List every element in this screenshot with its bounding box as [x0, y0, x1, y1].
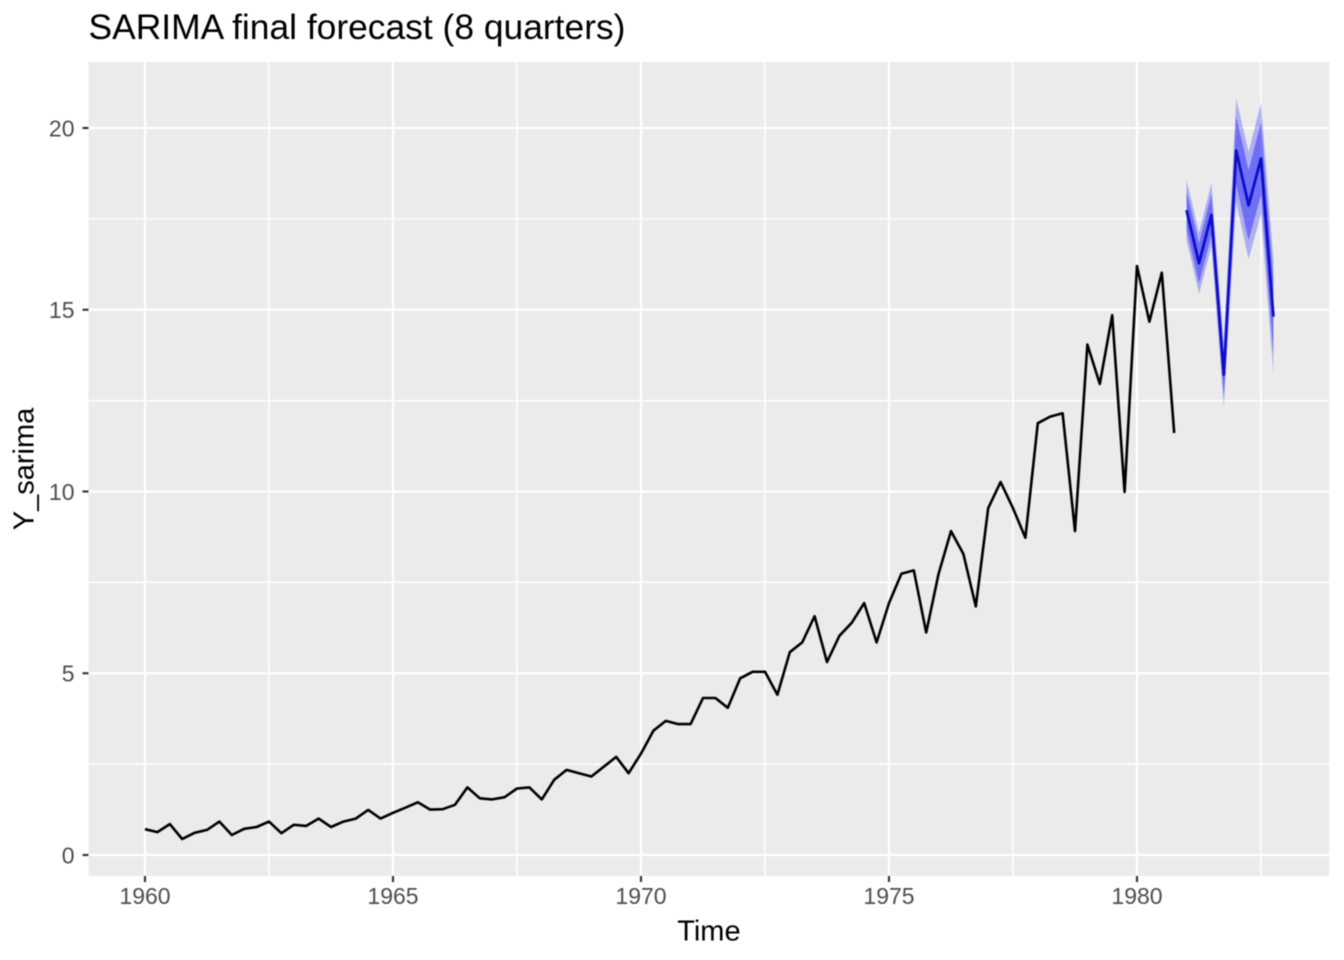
- svg-text:5: 5: [62, 661, 75, 687]
- svg-text:20: 20: [49, 115, 75, 141]
- svg-text:1960: 1960: [119, 883, 170, 909]
- svg-text:Time: Time: [677, 916, 740, 948]
- svg-text:1980: 1980: [1111, 883, 1162, 909]
- svg-text:1965: 1965: [367, 883, 418, 909]
- svg-text:1975: 1975: [863, 883, 914, 909]
- svg-text:Y_sarima: Y_sarima: [9, 407, 41, 530]
- svg-text:1970: 1970: [615, 883, 666, 909]
- svg-text:15: 15: [49, 297, 75, 323]
- svg-text:10: 10: [49, 479, 75, 505]
- svg-text:SARIMA final forecast (8 quart: SARIMA final forecast (8 quarters): [89, 7, 626, 47]
- svg-text:0: 0: [62, 842, 75, 868]
